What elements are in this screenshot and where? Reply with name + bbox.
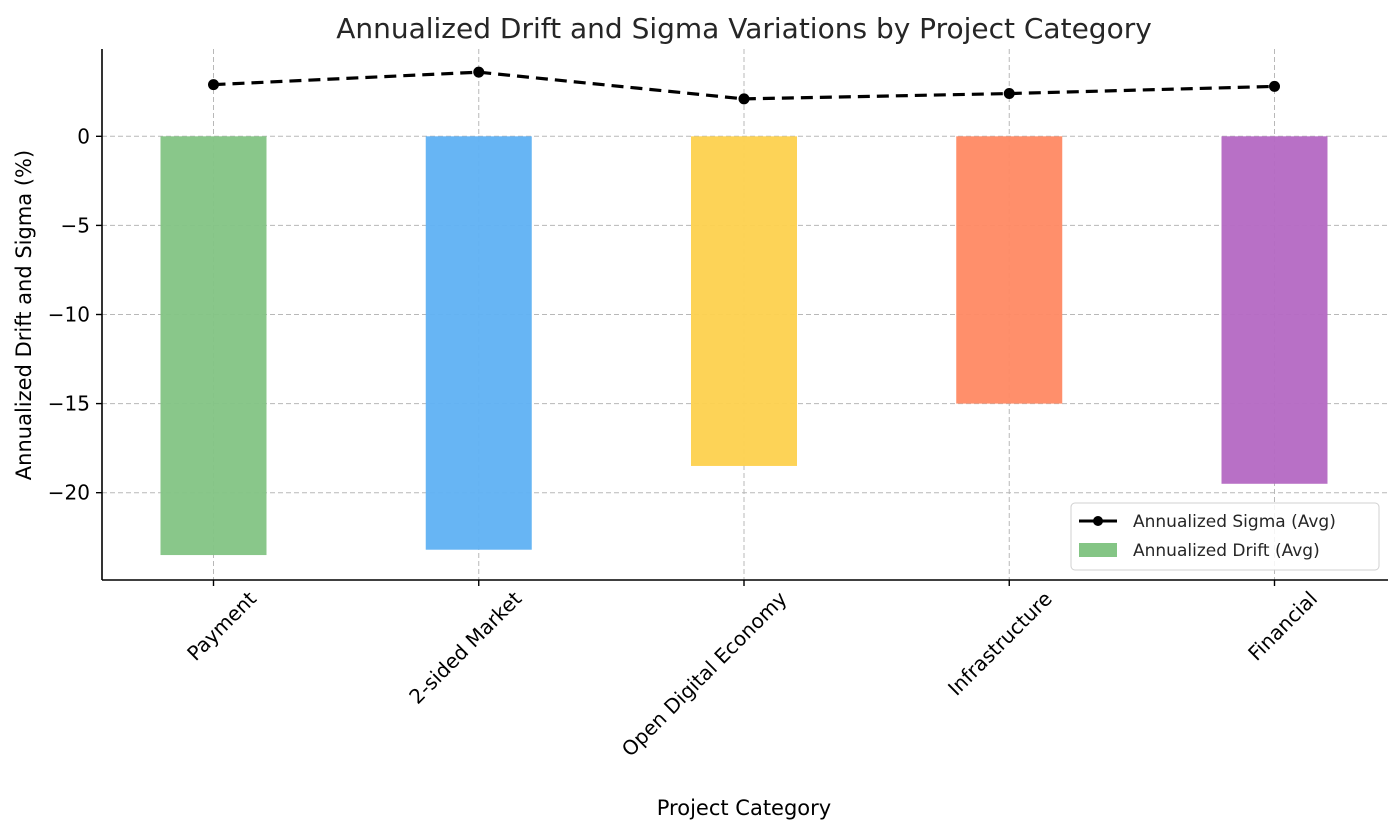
sigma-point [738,93,750,105]
sigma-point [1003,88,1015,100]
legend-drift-label: Annualized Drift (Avg) [1133,541,1320,561]
sigma-point [473,66,485,78]
y-tick-label: −5 [61,213,90,237]
sigma-point [1269,80,1280,92]
chart-title: Annualized Drift and Sigma Variations by… [336,12,1152,45]
drift-bar-payment [160,136,267,556]
legend-drift-swatch [1079,543,1117,557]
legend-sigma-label: Annualized Sigma (Avg) [1133,512,1336,532]
x-tick-label: Infrastructure [943,587,1057,701]
legend: Annualized Sigma (Avg) Annualized Drift … [1070,502,1380,571]
drift-bar-financial [1221,136,1328,484]
x-tick-label: Open Digital Economy [617,586,792,761]
legend-sigma-marker [1093,516,1103,526]
x-ticks: Payment 2-sided Market Open Digital Econom… [182,580,1322,761]
sigma-point [208,79,219,91]
drift-bar-2-sided-market [425,136,532,550]
y-tick-label: 0 [77,124,90,148]
drift-bar-infrastructure [956,136,1063,404]
x-axis-label: Project Category [657,796,831,820]
y-axis-label: Annualized Drift and Sigma (%) [12,150,36,480]
y-ticks: 0 −5 −10 −15 −20 [48,124,102,505]
legend-box [1070,502,1380,571]
y-tick-label: −15 [48,392,90,416]
y-tick-label: −10 [48,303,90,327]
bars [160,136,1328,556]
y-tick-label: −20 [48,481,90,505]
x-tick-label: Financial [1243,587,1322,666]
drift-bar-open-digital-economy [691,136,797,466]
sigma-line [208,66,1280,105]
x-tick-label: Payment [182,586,261,665]
x-tick-label: 2-sided Market [404,586,526,708]
